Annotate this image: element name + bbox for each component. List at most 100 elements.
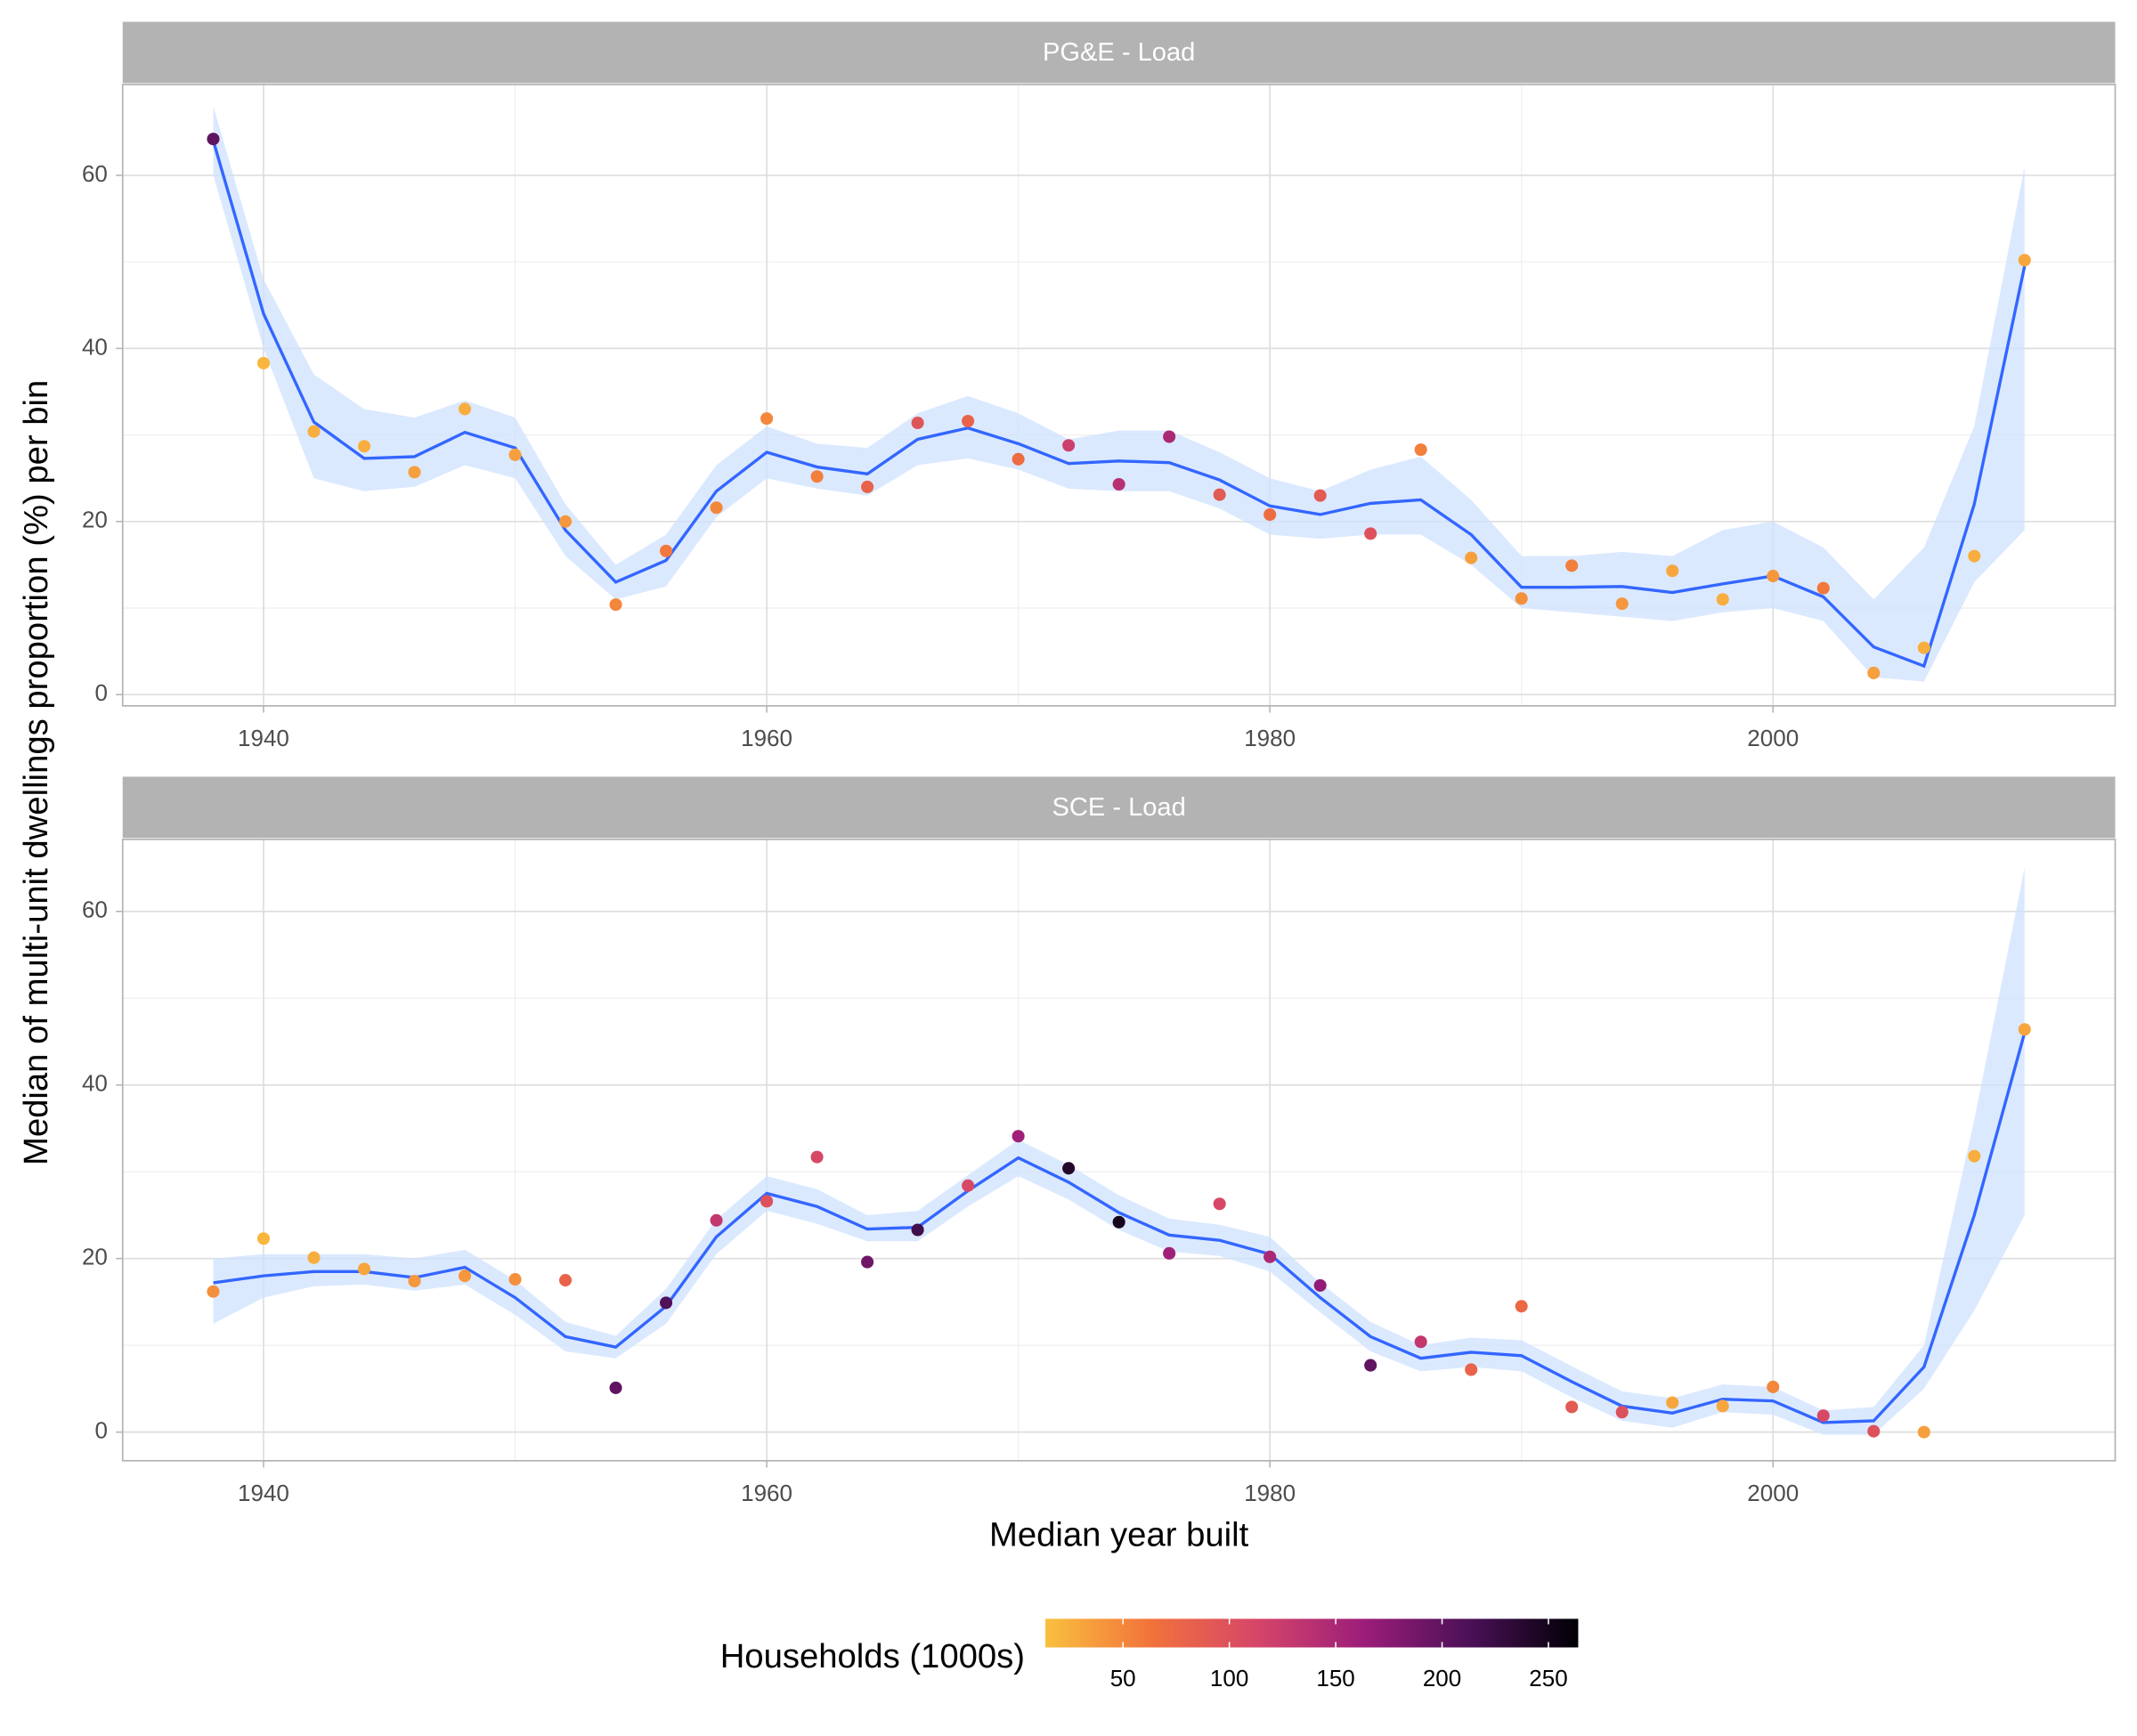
data-point <box>1867 666 1881 679</box>
data-point <box>1163 1246 1176 1260</box>
colorbar-tick-label: 150 <box>1316 1665 1354 1691</box>
data-point <box>1465 551 1478 564</box>
data-point <box>1112 1215 1125 1229</box>
data-point <box>1213 1197 1226 1211</box>
data-point <box>1917 641 1930 654</box>
data-point <box>1465 1363 1478 1376</box>
data-point <box>911 1223 924 1237</box>
facet-strip <box>122 776 2116 839</box>
panel-border <box>121 839 2117 1462</box>
x-tick-label: 1960 <box>741 725 792 751</box>
data-point <box>307 425 321 438</box>
panel-border <box>121 84 2117 707</box>
data-point <box>1012 1130 1025 1143</box>
data-point <box>710 1213 723 1227</box>
data-point <box>2018 254 2031 267</box>
x-tick-label: 1980 <box>1244 725 1296 751</box>
data-point <box>1867 1424 1881 1438</box>
data-point <box>508 1273 522 1286</box>
y-tick-label: 60 <box>82 896 108 923</box>
data-point <box>408 1274 421 1288</box>
data-point <box>256 1232 271 1245</box>
data-point <box>609 1381 622 1394</box>
data-point <box>1414 1335 1427 1349</box>
data-point <box>1968 549 1981 563</box>
facet-title: SCE - Load <box>1052 793 1185 822</box>
data-point <box>1364 1359 1377 1372</box>
data-point <box>508 448 522 461</box>
data-point <box>207 133 220 146</box>
colorbar-tick-label: 250 <box>1529 1665 1567 1691</box>
x-axis-title: Median year built <box>989 1516 1249 1554</box>
data-point <box>1666 564 1679 578</box>
data-point <box>408 466 421 479</box>
data-point <box>1615 1406 1629 1419</box>
data-point <box>710 501 723 515</box>
data-point <box>558 515 573 528</box>
y-tick-label: 40 <box>82 1070 108 1097</box>
data-point <box>307 1251 321 1264</box>
x-tick-label: 1960 <box>741 1480 792 1506</box>
data-point <box>1313 1278 1327 1292</box>
data-point <box>1515 1300 1528 1313</box>
data-point <box>1313 489 1327 502</box>
data-point <box>558 1274 573 1287</box>
facet-strip <box>122 21 2116 84</box>
data-point <box>861 1255 874 1269</box>
data-point <box>962 1179 975 1192</box>
data-point <box>1414 443 1427 457</box>
data-point <box>911 416 924 430</box>
data-point <box>1062 439 1076 452</box>
data-point <box>660 1296 673 1310</box>
data-point <box>1565 559 1579 572</box>
data-point <box>207 1285 220 1298</box>
data-point <box>357 1262 371 1276</box>
facet-title: PG&E - Load <box>1043 38 1195 67</box>
x-tick-label: 2000 <box>1747 725 1799 751</box>
y-axis-title: Median of multi-unit dwellings proportio… <box>17 380 55 1165</box>
data-point <box>1968 1149 1981 1163</box>
data-point <box>1767 1380 1780 1393</box>
data-point <box>1012 452 1025 466</box>
data-point <box>1666 1396 1679 1409</box>
data-point <box>810 470 824 483</box>
x-tick-label: 1940 <box>238 1480 289 1506</box>
data-point <box>2018 1023 2031 1036</box>
data-point <box>760 412 774 426</box>
x-tick-label: 1940 <box>238 725 289 751</box>
data-point <box>1515 592 1528 605</box>
data-point <box>1615 597 1629 611</box>
data-point <box>660 544 673 557</box>
colorbar-tick-label: 100 <box>1210 1665 1248 1691</box>
data-point <box>256 356 271 369</box>
y-tick-label: 20 <box>82 1244 108 1270</box>
data-point <box>1364 527 1377 540</box>
data-point <box>1264 507 1277 522</box>
data-point <box>962 414 975 428</box>
confidence-band <box>213 868 2025 1435</box>
data-point <box>1264 1250 1277 1263</box>
data-point <box>1565 1400 1579 1414</box>
data-point <box>1816 1409 1830 1423</box>
y-tick-label: 0 <box>94 1417 107 1444</box>
x-tick-label: 1980 <box>1244 1480 1296 1506</box>
data-point <box>1062 1162 1076 1175</box>
y-tick-label: 20 <box>82 507 108 533</box>
data-point <box>1816 581 1830 595</box>
data-point <box>1163 430 1176 443</box>
data-point <box>861 480 874 493</box>
data-point <box>1213 488 1226 501</box>
data-point <box>458 402 472 416</box>
x-tick-label: 2000 <box>1747 1480 1799 1506</box>
colorbar <box>1044 1618 1579 1648</box>
data-point <box>1917 1425 1930 1439</box>
colorbar-tick-label: 200 <box>1423 1665 1461 1691</box>
data-point <box>810 1150 824 1164</box>
data-point <box>760 1195 774 1208</box>
confidence-band <box>213 106 2025 682</box>
data-point <box>1716 1399 1729 1413</box>
legend-title: Households (1000s) <box>720 1637 1025 1675</box>
data-point <box>458 1270 472 1283</box>
